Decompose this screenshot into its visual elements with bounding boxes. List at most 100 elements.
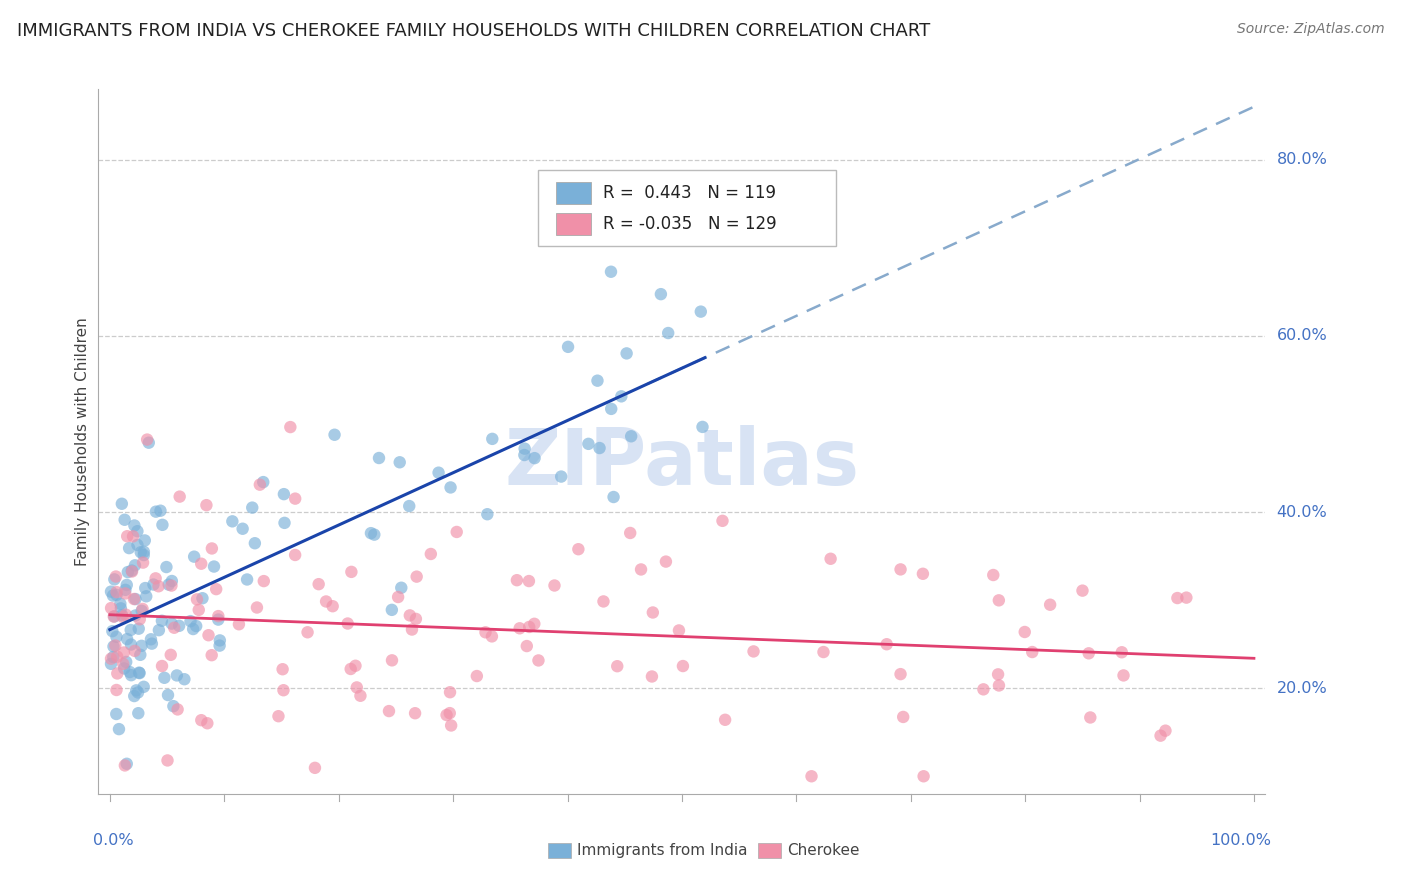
Point <box>148 623 170 637</box>
Point <box>202 559 225 574</box>
Point <box>104 569 127 583</box>
Point <box>115 578 138 592</box>
Point <box>322 599 344 614</box>
Text: Source: ZipAtlas.com: Source: ZipAtlas.com <box>1237 22 1385 37</box>
Point <box>360 526 382 541</box>
Point <box>190 557 212 571</box>
Point <box>911 566 934 581</box>
Point <box>228 617 250 632</box>
Point <box>150 614 173 628</box>
Point <box>363 527 385 541</box>
Point <box>284 548 307 562</box>
Point <box>876 637 898 651</box>
Point <box>692 420 714 434</box>
Text: R =  0.443   N = 119: R = 0.443 N = 119 <box>603 184 776 202</box>
Point <box>124 592 146 607</box>
Point <box>127 685 149 699</box>
Point <box>620 429 643 443</box>
Point <box>163 621 186 635</box>
Point <box>108 722 131 736</box>
Point <box>972 682 994 697</box>
Point <box>1078 710 1101 724</box>
Point <box>249 477 271 491</box>
Point <box>131 639 153 653</box>
Point <box>813 645 835 659</box>
Point <box>103 640 125 654</box>
Point <box>742 644 765 658</box>
Point <box>232 522 254 536</box>
Text: R = -0.035   N = 129: R = -0.035 N = 129 <box>603 215 776 233</box>
Point <box>134 533 156 548</box>
Point <box>1021 645 1043 659</box>
Point <box>616 346 638 360</box>
Point <box>157 577 180 591</box>
Text: ZIPatlas: ZIPatlas <box>505 425 859 500</box>
Point <box>118 665 141 679</box>
Point <box>405 569 427 583</box>
Point <box>439 706 461 720</box>
Point <box>891 710 914 724</box>
Point <box>389 581 412 595</box>
Point <box>401 623 423 637</box>
Point <box>101 589 124 603</box>
Point <box>124 644 146 658</box>
Point <box>191 591 214 606</box>
Point <box>655 555 678 569</box>
Point <box>100 584 122 599</box>
FancyBboxPatch shape <box>548 843 571 858</box>
Point <box>436 708 458 723</box>
Point <box>988 678 1011 692</box>
Point <box>481 432 503 446</box>
Point <box>600 401 623 416</box>
Point <box>115 632 138 646</box>
Point <box>101 624 124 639</box>
Point <box>207 609 229 624</box>
Point <box>122 592 145 607</box>
Point <box>100 657 122 671</box>
Point <box>523 451 546 466</box>
Point <box>129 648 152 662</box>
Point <box>152 517 174 532</box>
Point <box>602 490 624 504</box>
Point <box>111 610 134 624</box>
Point <box>120 623 142 637</box>
Point <box>378 704 401 718</box>
Point <box>427 466 450 480</box>
Point <box>1175 591 1198 605</box>
Point <box>517 620 540 634</box>
Point <box>820 551 842 566</box>
Point <box>271 662 294 676</box>
Point <box>588 441 610 455</box>
Point <box>105 649 128 664</box>
Point <box>344 658 367 673</box>
Point <box>115 529 138 543</box>
Point <box>105 585 128 599</box>
Point <box>104 639 127 653</box>
Point <box>1166 591 1188 605</box>
Text: Cherokee: Cherokee <box>787 843 859 858</box>
Point <box>267 709 290 723</box>
Point <box>1111 645 1133 659</box>
Point <box>1154 723 1177 738</box>
Point <box>187 603 209 617</box>
Point <box>557 340 579 354</box>
Point <box>115 655 138 669</box>
Point <box>253 574 276 588</box>
Point <box>122 529 145 543</box>
Point <box>186 592 208 607</box>
Point <box>120 668 142 682</box>
Point <box>100 651 122 665</box>
Point <box>111 608 134 623</box>
Point <box>114 758 136 772</box>
Point <box>236 573 259 587</box>
Point <box>125 683 148 698</box>
Text: 100.0%: 100.0% <box>1211 832 1271 847</box>
Point <box>1071 583 1094 598</box>
Point <box>145 505 167 519</box>
Point <box>134 581 156 595</box>
Point <box>619 525 641 540</box>
Point <box>308 577 330 591</box>
Point <box>173 672 195 686</box>
Point <box>273 516 295 530</box>
Point <box>208 633 231 648</box>
